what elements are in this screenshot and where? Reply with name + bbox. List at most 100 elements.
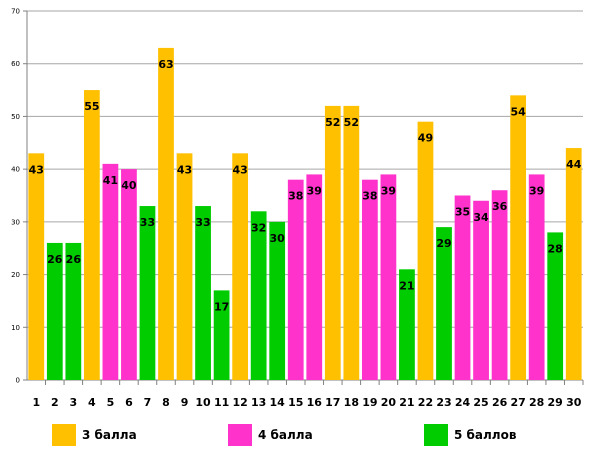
bar: [306, 174, 323, 380]
bar: [269, 221, 286, 380]
data-label: 33: [140, 216, 155, 229]
data-label: 43: [29, 163, 44, 176]
data-label: 28: [548, 242, 563, 255]
bar: [473, 200, 489, 380]
data-label: 63: [158, 58, 173, 71]
x-tick-label: 6: [125, 396, 133, 409]
legend-label-3: 3 балла: [82, 428, 137, 442]
data-label: 30: [270, 232, 286, 245]
bar: [83, 90, 100, 381]
bar: [547, 232, 564, 380]
bar: [528, 174, 545, 380]
data-label: 32: [251, 221, 266, 234]
bar: [28, 153, 45, 380]
data-label: 35: [455, 206, 470, 219]
legend-item-5: 5 баллов: [424, 424, 516, 446]
x-tick-label: 2: [51, 396, 59, 409]
data-label: 43: [232, 163, 247, 176]
data-label: 34: [473, 211, 489, 224]
bars: [28, 47, 582, 381]
data-label: 26: [47, 253, 63, 266]
y-tick-label: 70: [11, 8, 20, 16]
data-label: 43: [177, 163, 192, 176]
bar: [380, 174, 397, 380]
data-label: 55: [84, 100, 99, 113]
bar: [213, 290, 230, 380]
bar: [102, 163, 119, 380]
x-tick-label: 1: [32, 396, 40, 409]
x-tick-label: 14: [270, 396, 286, 409]
legend-label-5: 5 баллов: [454, 428, 517, 442]
data-label: 39: [381, 184, 396, 197]
legend-swatch-4: [228, 424, 252, 446]
x-tick-label: 21: [399, 396, 414, 409]
bar: [436, 227, 452, 380]
x-tick-label: 3: [70, 396, 78, 409]
data-label: 52: [325, 116, 340, 129]
bar: [46, 242, 63, 380]
y-tick-label: 50: [11, 113, 20, 121]
data-label: 39: [307, 184, 322, 197]
legend-label-4: 4 балла: [258, 428, 313, 442]
data-label: 40: [121, 179, 137, 192]
legend-item-4: 4 балла: [228, 424, 313, 446]
bar: [324, 105, 341, 380]
bar: [232, 153, 249, 380]
data-label: 26: [66, 253, 82, 266]
legend-swatch-3: [52, 424, 76, 446]
x-tick-label: 30: [566, 396, 582, 409]
bar: [158, 47, 174, 381]
data-label: 44: [566, 158, 582, 171]
x-tick-label: 5: [107, 396, 115, 409]
x-tick-label: 8: [162, 396, 170, 409]
x-tick-label: 4: [88, 396, 96, 409]
bar: [139, 206, 156, 380]
data-label: 29: [436, 237, 451, 250]
x-tick-label: 28: [529, 396, 544, 409]
bar: [510, 95, 527, 380]
x-tick-label: 18: [344, 396, 359, 409]
x-tick-label: 12: [232, 396, 247, 409]
bar: [361, 179, 378, 380]
x-tick-label: 19: [362, 396, 377, 409]
bar: [417, 121, 434, 380]
axes: 0 10 20 30 40 50 60 70: [11, 8, 584, 385]
data-label: 41: [103, 174, 118, 187]
legend-swatch-5: [424, 424, 448, 446]
bar: [195, 206, 211, 380]
bar: [65, 242, 82, 380]
data-label: 38: [362, 190, 377, 203]
bar: [454, 195, 471, 380]
bar: [250, 211, 267, 380]
y-tick-label: 60: [11, 60, 20, 68]
bar: [399, 269, 415, 380]
data-label: 21: [399, 279, 414, 292]
y-tick-label: 10: [11, 324, 20, 332]
x-tick-label: 29: [548, 396, 563, 409]
data-label: 36: [492, 200, 508, 213]
data-label: 39: [529, 184, 544, 197]
bar: [287, 179, 304, 380]
x-tick-label: 27: [510, 396, 525, 409]
data-label: 49: [418, 132, 433, 145]
bar: [176, 153, 193, 380]
x-tick-label: 26: [492, 396, 508, 409]
bar: [121, 169, 137, 380]
legend-item-3: 3 балла: [52, 424, 137, 446]
x-tick-label: 7: [144, 396, 152, 409]
data-label: 54: [510, 105, 526, 118]
x-tick-label: 15: [288, 396, 303, 409]
bar: [565, 148, 582, 380]
data-label: 52: [344, 116, 359, 129]
x-tick-label: 11: [214, 396, 229, 409]
x-tick-label: 25: [473, 396, 488, 409]
x-tick-label: 17: [325, 396, 340, 409]
bar: [343, 105, 360, 380]
x-tick-label: 16: [307, 396, 323, 409]
data-labels: 14 32 2 63 26 4 55 54 16 40 7 3 38 6 39 43 10 33 11 17 12 43 1…: [29, 58, 582, 409]
x-tick-label: 20: [381, 396, 397, 409]
data-label: 38: [288, 190, 303, 203]
x-tick-label: 10: [195, 396, 211, 409]
y-tick-label: 30: [11, 218, 20, 226]
